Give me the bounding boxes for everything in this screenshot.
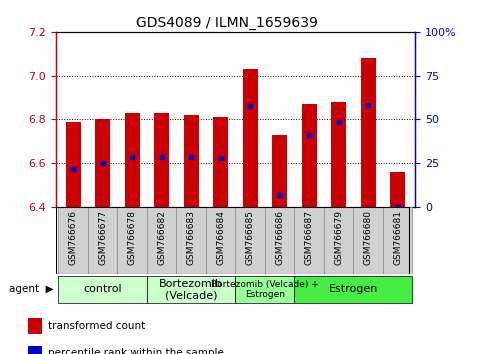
Text: GSM766687: GSM766687 <box>305 210 313 266</box>
Bar <box>390 172 405 207</box>
Bar <box>184 115 199 207</box>
Bar <box>243 69 257 207</box>
Bar <box>324 207 354 274</box>
Text: Bortezomib
(Velcade): Bortezomib (Velcade) <box>159 279 223 300</box>
Bar <box>147 207 176 274</box>
Text: GSM766683: GSM766683 <box>187 210 196 266</box>
Text: GSM766678: GSM766678 <box>128 210 137 266</box>
Text: GSM766686: GSM766686 <box>275 210 284 266</box>
Text: percentile rank within the sample: percentile rank within the sample <box>48 348 224 354</box>
Text: GSM766685: GSM766685 <box>246 210 255 266</box>
Bar <box>176 207 206 274</box>
Bar <box>58 276 147 303</box>
Bar <box>95 120 110 207</box>
Bar <box>236 207 265 274</box>
Bar <box>295 276 412 303</box>
Bar <box>213 117 228 207</box>
Bar <box>28 346 42 354</box>
Bar <box>28 318 42 334</box>
Bar <box>236 276 295 303</box>
Text: GDS4089 / ILMN_1659639: GDS4089 / ILMN_1659639 <box>136 16 318 30</box>
Text: control: control <box>84 284 122 295</box>
Text: GSM766684: GSM766684 <box>216 210 225 266</box>
Bar <box>206 207 236 274</box>
Text: Bortezomib (Velcade) +
Estrogen: Bortezomib (Velcade) + Estrogen <box>211 280 319 299</box>
Bar <box>155 113 169 207</box>
Bar <box>302 104 316 207</box>
Text: GSM766680: GSM766680 <box>364 210 373 266</box>
Bar <box>58 207 88 274</box>
Bar <box>295 207 324 274</box>
Bar <box>88 207 117 274</box>
Text: Estrogen: Estrogen <box>329 284 378 295</box>
Text: GSM766682: GSM766682 <box>157 210 166 266</box>
Bar <box>383 207 412 274</box>
Text: agent  ▶: agent ▶ <box>9 284 53 295</box>
Text: GSM766677: GSM766677 <box>98 210 107 266</box>
Text: GSM766679: GSM766679 <box>334 210 343 266</box>
Bar <box>265 207 295 274</box>
Text: transformed count: transformed count <box>48 321 145 331</box>
Bar <box>272 135 287 207</box>
Bar <box>361 58 376 207</box>
Text: GSM766681: GSM766681 <box>393 210 402 266</box>
Bar <box>147 276 236 303</box>
Bar <box>66 122 81 207</box>
Bar <box>125 113 140 207</box>
Text: GSM766676: GSM766676 <box>69 210 78 266</box>
Bar <box>117 207 147 274</box>
Bar <box>354 207 383 274</box>
Bar <box>331 102 346 207</box>
